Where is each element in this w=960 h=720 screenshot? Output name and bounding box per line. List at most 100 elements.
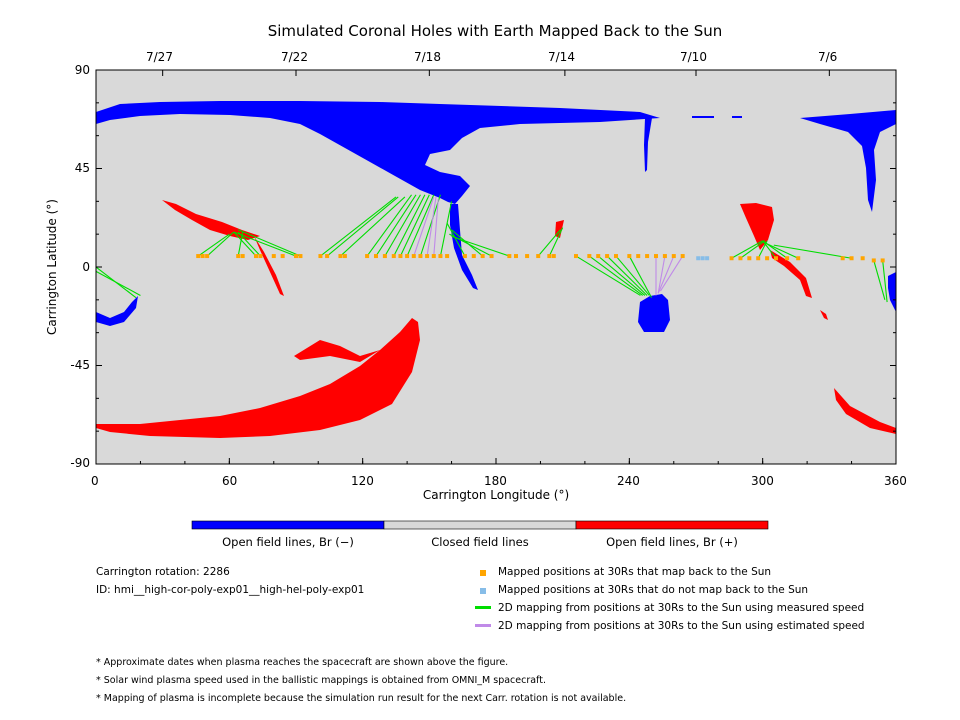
footnote: * Solar wind plasma speed used in the ba…: [96, 675, 546, 686]
south-east-hole: [834, 388, 896, 434]
mapped-position-marker: [425, 254, 430, 259]
positive-fragment: [820, 310, 828, 320]
positive-tail-300: [770, 250, 812, 298]
run-id: ID: hmi__high-cor-poly-exp01__high-hel-p…: [96, 584, 365, 596]
mapped-position-marker: [240, 254, 245, 259]
positive-tail: [254, 236, 284, 296]
mapping-line: [197, 233, 230, 257]
mapped-position-marker: [391, 254, 396, 259]
north-east-hole: [800, 110, 896, 212]
mapped-position-marker: [785, 256, 790, 261]
x-tick-label: 60: [222, 474, 238, 488]
mapped-position-marker: [200, 254, 205, 259]
south-west-hole: [96, 296, 138, 326]
mapped-position-marker: [796, 256, 801, 261]
mapped-position-marker: [418, 254, 423, 259]
mid-south-hole: [638, 294, 670, 332]
mapping-line: [762, 240, 777, 259]
mapped-position-marker: [431, 254, 436, 259]
mapped-position-marker: [671, 254, 676, 259]
mapped-position-marker: [445, 254, 450, 259]
mapped-position-marker: [405, 254, 410, 259]
x-axis-title: Carrington Longitude (°): [422, 488, 570, 502]
colorbar-label-closed: Closed field lines: [431, 535, 529, 549]
mapped-position-marker: [860, 256, 865, 261]
colorbar-segment-negative: [191, 520, 385, 530]
mapping-line: [393, 194, 426, 257]
mapping-line: [366, 194, 413, 257]
mapping-line: [419, 194, 441, 257]
footnote: * Approximate dates when plasma reaches …: [96, 657, 509, 668]
y-tick-label: 45: [74, 161, 90, 175]
legend-label-measured: 2D mapping from positions at 30Rs to the…: [498, 602, 865, 614]
mapped-position-marker: [547, 254, 552, 259]
mapping-line: [873, 260, 886, 300]
mapping-line: [233, 231, 257, 257]
colorbar-label-negative: Open field lines, Br (−): [222, 535, 354, 549]
mapped-position-marker: [645, 254, 650, 259]
mapped-position-marker: [462, 254, 467, 259]
mapped-position-marker: [696, 256, 701, 261]
mapped-position-marker: [318, 254, 323, 259]
mapped-position-marker: [236, 254, 241, 259]
legend-label-unmapped: Mapped positions at 30Rs that do not map…: [498, 584, 809, 596]
mapping-line: [439, 201, 453, 257]
mapped-position-marker: [382, 254, 387, 259]
north-polar-hole: [96, 101, 660, 204]
mapping-line: [740, 240, 766, 259]
mapped-position-marker: [325, 254, 330, 259]
y-tick-label: -45: [70, 358, 90, 372]
axis-ticks-layer: [95, 69, 897, 465]
mapping-line: [399, 194, 430, 257]
mapped-position-marker: [294, 254, 298, 259]
mapped-position-marker: [636, 254, 641, 259]
mapped-position-marker: [507, 254, 512, 259]
top-date-label: 7/18: [414, 50, 441, 64]
south-polar-hole: [96, 318, 420, 438]
legend-line-estimated: [475, 624, 491, 627]
mapped-position-marker: [271, 254, 276, 259]
mapped-position-marker: [338, 254, 343, 259]
legend-line-measured: [475, 606, 491, 609]
mapped-position-marker: [849, 256, 854, 261]
mapped-position-marker: [536, 254, 541, 259]
x-tick-label: 120: [351, 474, 374, 488]
carrington-rotation: Carrington rotation: 2286: [96, 566, 230, 578]
mapped-position-marker: [700, 256, 705, 261]
y-axis-title: Carrington Latitude (°): [45, 199, 59, 335]
colorbar-segment-positive: [575, 520, 769, 530]
mapped-position-marker: [765, 256, 770, 261]
mapping-line: [575, 255, 641, 296]
legend-label-mapped: Mapped positions at 30Rs that map back t…: [498, 566, 772, 578]
mapping-line: [597, 255, 646, 296]
y-tick-label: -90: [70, 456, 90, 470]
mapped-position-marker: [551, 254, 556, 259]
north-hole-tendril: [644, 118, 652, 172]
east-small-hole: [888, 272, 896, 312]
mapped-position-marker: [605, 254, 610, 259]
mapping-line: [426, 196, 437, 257]
mapped-position-marker: [438, 254, 443, 259]
mapping-line: [206, 231, 235, 257]
mapping-line: [628, 255, 653, 298]
mapped-position-marker: [596, 254, 601, 259]
mapped-position-marker: [196, 254, 201, 259]
north-hole-fragment: [692, 116, 742, 118]
mapping-line: [237, 231, 261, 257]
mapped-position-marker: [880, 258, 885, 263]
x-tick-label: 240: [617, 474, 640, 488]
x-tick-label: 0: [91, 474, 99, 488]
mapping-line: [589, 255, 643, 296]
mapping-line: [657, 255, 675, 294]
mapping-line: [882, 260, 888, 303]
mapped-position-marker: [627, 254, 632, 259]
y-tick-label: 0: [82, 260, 90, 274]
mapping-line: [773, 244, 852, 259]
mapped-position-marker: [662, 254, 667, 259]
mapping-line: [406, 194, 435, 257]
mapped-position-marker: [298, 254, 303, 259]
top-date-label: 7/22: [281, 50, 308, 64]
mapped-position-marker: [871, 258, 876, 263]
footnote: * Mapping of plasma is incomplete becaus…: [96, 693, 627, 704]
coronal-hole-regions: [96, 101, 896, 438]
